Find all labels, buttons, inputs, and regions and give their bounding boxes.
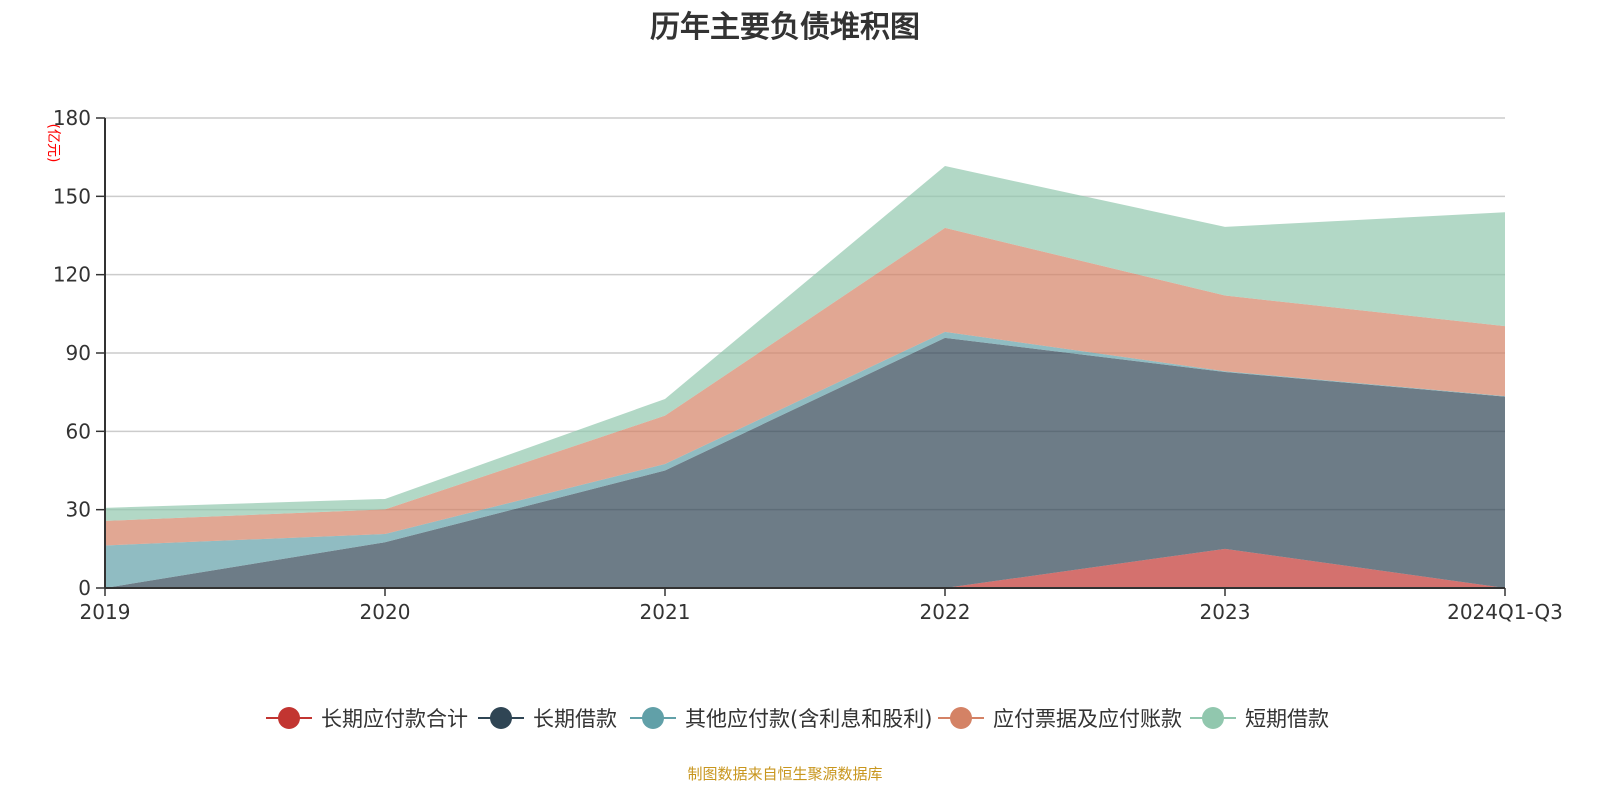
legend-label: 长期借款 <box>533 707 617 731</box>
legend-marker-icon <box>1202 707 1224 729</box>
legend-item-4[interactable]: 短期借款 <box>1190 707 1329 731</box>
y-tick-label: 30 <box>66 498 91 522</box>
y-tick-label: 90 <box>66 341 91 365</box>
legend-marker-icon <box>642 707 664 729</box>
legend-marker-icon <box>490 707 512 729</box>
legend-label: 短期借款 <box>1245 707 1329 731</box>
area-series-0 <box>105 548 1505 588</box>
legend-item-0[interactable]: 长期应付款合计 <box>266 707 468 731</box>
legend-label: 其他应付款(含利息和股利) <box>685 707 932 731</box>
data-source-footer: 制图数据来自恒生聚源数据库 <box>687 765 882 783</box>
x-tick-label: 2022 <box>920 600 971 624</box>
area-series-2 <box>105 331 1505 588</box>
y-tick-label: 120 <box>53 263 91 287</box>
legend-item-2[interactable]: 其他应付款(含利息和股利) <box>630 707 932 731</box>
legend-item-1[interactable]: 长期借款 <box>478 707 617 731</box>
legend-marker-icon <box>950 707 972 729</box>
x-tick-label: 2019 <box>80 600 131 624</box>
chart-title: 历年主要负债堆积图 <box>650 10 920 45</box>
y-tick-label: 0 <box>78 576 91 600</box>
area-series-3 <box>105 227 1505 546</box>
y-tick-label: 60 <box>66 419 91 443</box>
y-tick-label: 180 <box>53 106 91 130</box>
legend-label: 长期应付款合计 <box>321 707 468 731</box>
legend-marker-icon <box>278 707 300 729</box>
y-tick-label: 150 <box>53 184 91 208</box>
legend-label: 应付票据及应付账款 <box>993 707 1182 731</box>
x-tick-label: 2020 <box>360 600 411 624</box>
legend-item-3[interactable]: 应付票据及应付账款 <box>938 707 1182 731</box>
x-tick-label: 2024Q1-Q3 <box>1447 600 1563 624</box>
x-tick-label: 2021 <box>640 600 691 624</box>
area-series-4 <box>105 166 1505 521</box>
y-axis-unit-label: (亿元) <box>45 124 61 163</box>
area-series-1 <box>105 337 1505 588</box>
x-tick-label: 2023 <box>1200 600 1251 624</box>
